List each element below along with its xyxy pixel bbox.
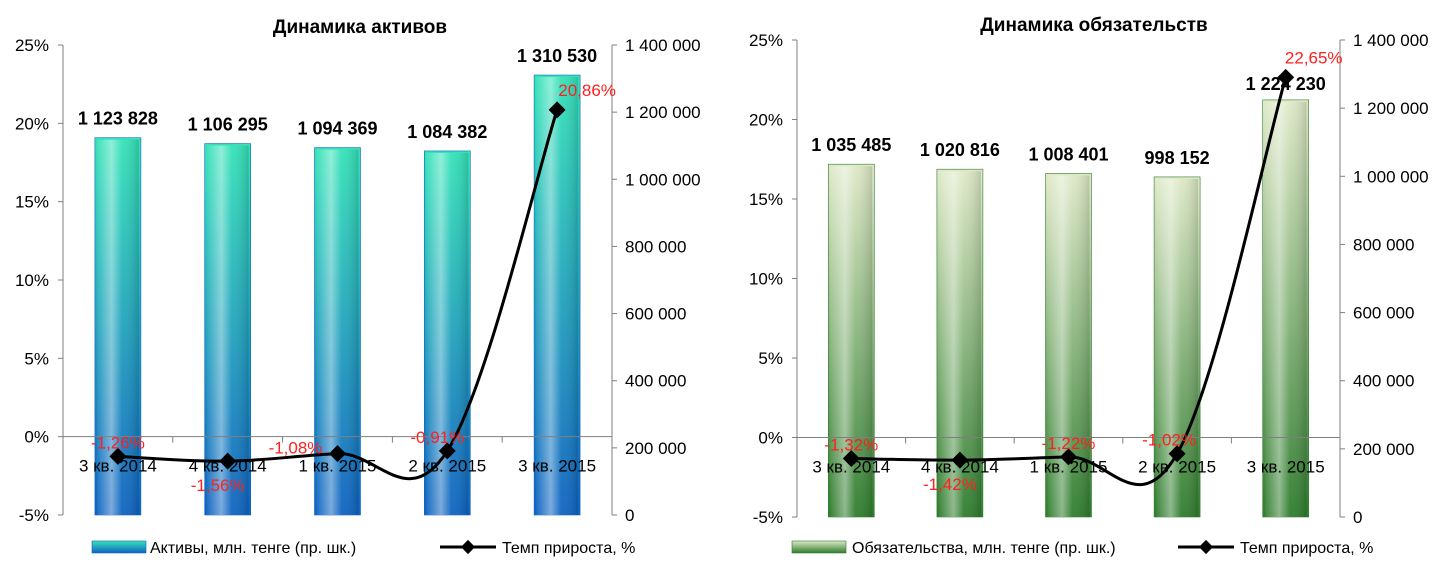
legend-bar-label: Обязательства, млн. тенге (пр. шк.) [852,540,1116,557]
legend-bar-swatch [791,540,847,554]
left-tick-label: 25% [15,36,49,55]
left-tick-label: 15% [15,193,49,212]
bar-data-label: 1 106 295 [188,115,268,135]
legend-line-marker [1198,539,1214,555]
growth-rate-point [951,451,969,469]
growth-rate-label: -0,91% [410,428,464,447]
growth-rate-label: -1,26% [91,433,145,452]
category-label: 1 кв. 2015 [299,457,377,476]
right-tick-label: 0 [1353,508,1362,527]
right-tick-label: 1 200 000 [625,103,701,122]
right-tick-label: 1 400 000 [625,36,701,55]
category-label: 3 кв. 2015 [518,457,596,476]
right-tick-label: 0 [625,506,634,525]
right-tick-label: 1 200 000 [1353,99,1429,118]
right-tick-label: 1 400 000 [1353,31,1429,50]
growth-rate-line [851,76,1288,487]
left-tick-label: 5% [758,349,783,368]
growth-rate-label: -1,42% [923,475,977,494]
growth-rate-point [329,445,346,463]
right-tick-label: 800 000 [1353,235,1414,254]
right-tick-label: 200 000 [625,439,686,458]
growth-rate-label: -1,08% [269,439,323,458]
growth-rate-label: 22,65% [1285,48,1343,67]
growth-rate-point [548,101,566,119]
growth-rate-label: 20,86% [558,81,616,100]
left-tick-label: 20% [749,111,783,130]
category-label: 2 кв. 2015 [1138,458,1216,477]
bar-data-label: 1 008 401 [1028,144,1108,164]
bar-data-label: 1 020 816 [920,140,1000,160]
growth-rate-label: -1,56% [191,476,245,495]
legend-line-label: Темп прироста, % [1240,540,1373,557]
growth-rate-point [842,450,860,467]
left-tick-label: 0% [24,428,49,447]
right-tick-label: 600 000 [1353,304,1414,323]
legend-line-label: Темп прироста, % [502,540,635,557]
bar-highlight [1264,101,1307,517]
bar-data-label: 1 035 485 [811,135,891,155]
right-tick-label: 1 000 000 [1353,167,1429,186]
right-tick-label: 1 000 000 [625,170,701,189]
growth-rate-label: -1,32% [824,435,878,454]
left-tick-label: 20% [15,114,49,133]
right-tick-label: 800 000 [625,237,686,256]
category-label: 3 кв. 2014 [79,457,157,476]
left-tick-label: 0% [758,429,783,448]
right-tick-label: 400 000 [625,372,686,391]
category-label: 2 кв. 2015 [408,457,486,476]
right-tick-label: 200 000 [1353,440,1414,459]
bar-data-label: 1 123 828 [78,109,158,129]
growth-rate-point [219,452,237,470]
right-tick-label: 600 000 [625,305,686,324]
growth-rate-point [438,442,456,460]
category-label: 3 кв. 2015 [1247,458,1325,477]
chart-title: Динамика активов [273,17,447,38]
left-tick-label: -5% [753,508,783,527]
bar-data-label: 998 152 [1145,148,1210,168]
growth-rate-label: -1,02% [1142,431,1196,450]
right-tick-label: 400 000 [1353,372,1414,391]
left-tick-label: 5% [24,349,49,368]
bar-highlight [536,77,579,516]
growth-rate-line [117,109,559,481]
category-label: 3 кв. 2014 [812,458,890,477]
bar-data-label: 1 084 382 [407,122,487,142]
legend-bar-label: Активы, млн. тенге (пр. шк.) [150,540,356,557]
bar-data-label: 1 310 530 [517,46,597,66]
left-tick-label: -5% [19,506,49,525]
growth-rate-point [109,447,127,465]
left-tick-label: 25% [749,31,783,50]
bar-data-label: 1 094 369 [297,119,377,139]
left-tick-label: 15% [749,190,783,209]
legend-bar-swatch [91,540,147,554]
legend-line-marker [460,539,476,555]
left-tick-label: 10% [15,271,49,290]
left-tick-label: 10% [749,270,783,289]
growth-rate-label: -1,22% [1042,434,1096,453]
chart-title: Динамика обязательств [980,15,1207,36]
